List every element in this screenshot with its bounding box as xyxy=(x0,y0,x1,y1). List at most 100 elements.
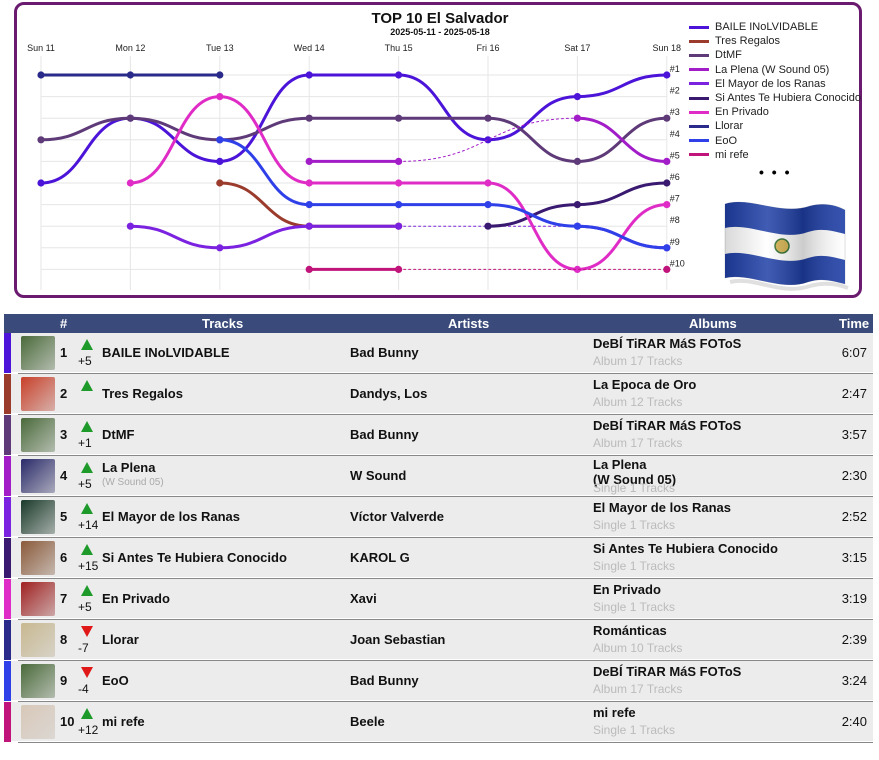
artist-name[interactable]: Bad Bunny xyxy=(350,345,419,360)
header-artists[interactable]: Artists xyxy=(448,316,490,331)
album-title[interactable]: DeBÍ TiRAR MáS FOToS xyxy=(593,418,742,433)
data-point xyxy=(663,157,671,165)
table-row[interactable]: 8 -7 Llorar Joan Sebastian Románticas Album 1… xyxy=(4,620,873,661)
track-title[interactable]: EoO xyxy=(102,673,129,688)
track-title[interactable]: Si Antes Te Hubiera Conocido xyxy=(102,550,287,565)
track-title[interactable]: mi refe xyxy=(102,714,145,729)
album-title[interactable]: La Epoca de Oro xyxy=(593,377,697,392)
data-point xyxy=(305,201,313,209)
header-rank: # xyxy=(60,316,68,331)
legend-item[interactable]: BAILE INoLVIDABLE xyxy=(689,20,865,34)
legend-item[interactable]: mi refe xyxy=(689,148,865,162)
series-line xyxy=(486,203,579,228)
table-row[interactable]: 10 +12 mi refe Beele mi refe Single 1 Tracks 2… xyxy=(4,702,873,743)
artist-name[interactable]: Bad Bunny xyxy=(350,673,419,688)
header-tracks[interactable]: Tracks xyxy=(202,316,244,331)
data-point xyxy=(37,179,45,187)
series-line xyxy=(128,116,222,142)
album-title[interactable]: mi refe xyxy=(593,705,636,720)
data-point xyxy=(573,114,582,122)
track-duration: 3:57 xyxy=(841,427,867,442)
album-cover-image[interactable] xyxy=(21,541,55,575)
track-duration: 2:39 xyxy=(841,632,867,647)
album-cover-image[interactable] xyxy=(21,500,55,534)
album-title[interactable]: DeBÍ TiRAR MáS FOToS xyxy=(593,336,742,351)
artist-name[interactable]: KAROL G xyxy=(350,550,410,565)
album-cover-image[interactable] xyxy=(21,623,55,657)
rank-tick-label: #9 xyxy=(670,237,680,247)
table-row[interactable]: 7 +5 En Privado Xavi En Privado Single 1 Trac… xyxy=(4,579,873,620)
header-time[interactable]: Time xyxy=(839,316,870,331)
legend-more-button[interactable]: • • • xyxy=(759,163,792,180)
album-title[interactable]: La Plena (W Sound 05) xyxy=(593,457,677,487)
legend-item[interactable]: Si Antes Te Hubiera Conocido xyxy=(689,91,865,105)
legend-item[interactable]: Tres Regalos xyxy=(689,34,865,48)
artist-name[interactable]: Dandys, Los xyxy=(350,386,428,401)
table-row[interactable]: 3 +1 DtMF Bad Bunny DeBÍ TiRAR MáS FOToS Albu… xyxy=(4,415,873,456)
row-color-stripe xyxy=(4,538,11,578)
artist-name[interactable]: Joan Sebastian xyxy=(350,632,446,647)
album-info: Single 1 Tracks xyxy=(593,518,676,532)
album-title[interactable]: DeBÍ TiRAR MáS FOToS xyxy=(593,664,742,679)
album-title[interactable]: En Privado xyxy=(593,582,661,597)
table-row[interactable]: 2 Tres Regalos Dandys, Los La Epoca de Oro A… xyxy=(4,374,873,415)
album-title[interactable]: Románticas xyxy=(593,623,667,638)
legend-item[interactable]: En Privado xyxy=(689,105,865,119)
row-divider xyxy=(18,374,873,415)
album-cover-image[interactable] xyxy=(21,377,55,411)
table-row[interactable]: 1 +5 BAILE INoLVIDABLE Bad Bunny DeBÍ TiRAR … xyxy=(4,333,873,374)
album-title[interactable]: Si Antes Te Hubiera Conocido xyxy=(593,541,778,556)
rank-up-icon xyxy=(81,503,93,514)
x-tick-label: Sun 11 xyxy=(27,43,55,53)
album-cover-image[interactable] xyxy=(21,459,55,493)
data-point xyxy=(37,71,45,79)
rank-tick-label: #7 xyxy=(670,194,680,204)
track-title[interactable]: El Mayor de los Ranas xyxy=(102,509,240,524)
data-point xyxy=(305,222,313,230)
table-row[interactable]: 9 -4 EoO Bad Bunny DeBÍ TiRAR MáS FOToS Album… xyxy=(4,661,873,702)
track-title[interactable]: En Privado xyxy=(102,591,170,606)
track-title[interactable]: DtMF xyxy=(102,427,135,442)
series-line xyxy=(218,95,311,185)
legend-item[interactable]: El Mayor de los Ranas xyxy=(689,77,865,91)
album-cover-image[interactable] xyxy=(21,582,55,616)
legend-item[interactable]: DtMF xyxy=(689,48,865,62)
table-row[interactable]: 4 +5 La Plena (W Sound 05) W Sound La Plena (W… xyxy=(4,456,873,497)
album-title[interactable]: El Mayor de los Ranas xyxy=(593,500,731,515)
rank-change: -4 xyxy=(78,682,89,696)
artist-name[interactable]: Víctor Valverde xyxy=(350,509,444,524)
header-albums[interactable]: Albums xyxy=(689,316,737,331)
x-tick-label: Tue 13 xyxy=(206,43,234,53)
track-title[interactable]: BAILE INoLVIDABLE xyxy=(102,345,230,360)
table-row[interactable]: 5 +14 El Mayor de los Ranas Víctor Valverde… xyxy=(4,497,873,538)
row-color-stripe xyxy=(4,497,11,537)
data-point xyxy=(484,201,492,209)
track-title[interactable]: Tres Regalos xyxy=(102,386,183,401)
artist-name[interactable]: Bad Bunny xyxy=(350,427,419,442)
data-point xyxy=(216,244,224,252)
artist-name[interactable]: W Sound xyxy=(350,468,407,483)
data-point xyxy=(663,201,671,209)
data-point xyxy=(126,179,134,187)
album-cover-image[interactable] xyxy=(21,336,55,370)
track-title[interactable]: La Plena xyxy=(102,460,156,475)
artist-name[interactable]: Beele xyxy=(350,714,385,729)
series-line xyxy=(128,95,222,185)
album-info: Album 12 Tracks xyxy=(593,395,683,409)
track-title[interactable]: Llorar xyxy=(102,632,139,647)
album-cover-image[interactable] xyxy=(21,418,55,452)
rank-tick-label: #5 xyxy=(670,150,680,160)
artist-name[interactable]: Xavi xyxy=(350,591,377,606)
legend-label: Llorar xyxy=(715,120,744,133)
legend-item[interactable]: EoO xyxy=(689,134,865,148)
album-cover-image[interactable] xyxy=(21,664,55,698)
x-tick-label: Wed 14 xyxy=(294,43,325,53)
row-rank: 2 xyxy=(60,386,68,401)
series-line xyxy=(575,224,669,250)
series-line xyxy=(218,224,311,250)
legend-item[interactable]: La Plena (W Sound 05) xyxy=(689,63,865,77)
data-point xyxy=(573,157,582,165)
album-cover-image[interactable] xyxy=(21,705,55,739)
legend-item[interactable]: Llorar xyxy=(689,119,865,133)
